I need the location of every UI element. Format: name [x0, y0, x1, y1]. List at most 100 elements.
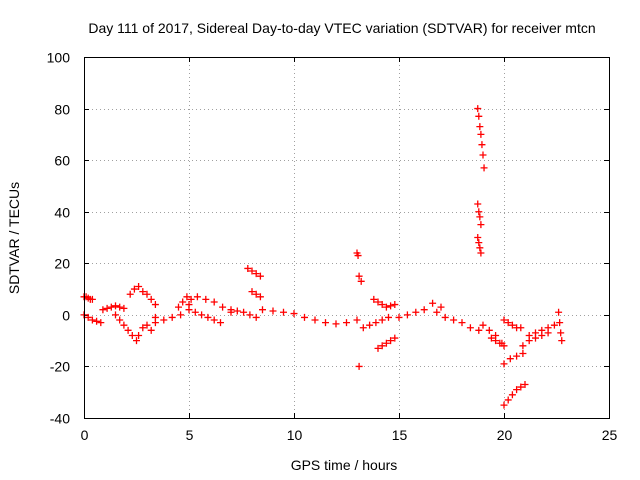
- data-point: [120, 321, 128, 329]
- x-tick-label: 5: [186, 427, 194, 443]
- data-point: [544, 324, 552, 332]
- data-point: [191, 308, 199, 316]
- data-point: [259, 306, 266, 314]
- data-point: [525, 331, 533, 339]
- data-point: [112, 302, 119, 310]
- data-point: [248, 288, 256, 296]
- data-point: [538, 326, 546, 334]
- series-arc-18: [359, 313, 392, 332]
- data-point: [332, 320, 340, 328]
- data-point: [492, 337, 500, 345]
- data-point: [479, 321, 487, 329]
- data-point: [357, 277, 365, 285]
- data-point: [99, 306, 107, 314]
- data-point: [143, 321, 151, 329]
- data-point: [116, 303, 124, 311]
- data-point: [185, 301, 193, 309]
- data-point: [500, 342, 508, 350]
- data-point: [244, 264, 252, 272]
- data-point: [135, 331, 143, 339]
- data-point: [84, 313, 92, 321]
- data-point: [474, 234, 482, 241]
- data-point: [519, 350, 527, 358]
- data-point: [477, 249, 485, 257]
- data-point: [193, 293, 201, 301]
- data-point: [124, 326, 132, 334]
- data-point: [475, 239, 483, 247]
- data-point: [437, 303, 445, 311]
- y-tick-label: 40: [54, 205, 70, 221]
- series-arc-11: [191, 308, 224, 327]
- plot-frame: [84, 57, 610, 419]
- data-point: [450, 316, 458, 324]
- data-point: [504, 396, 512, 404]
- data-point: [246, 311, 254, 319]
- series-arc-7: [143, 290, 159, 309]
- series-arc-20: [374, 334, 399, 352]
- series-arc-31: [519, 329, 552, 350]
- data-point: [508, 391, 516, 399]
- data-point: [112, 311, 119, 319]
- data-point: [480, 164, 488, 172]
- data-point: [519, 342, 527, 350]
- data-point: [359, 324, 367, 332]
- series-arc-23: [474, 105, 488, 172]
- series-arc-27: [487, 334, 508, 350]
- data-point: [374, 344, 382, 352]
- data-point: [558, 337, 566, 345]
- series-arc-12: [227, 307, 260, 321]
- data-point: [500, 316, 508, 324]
- series-arc-24: [474, 200, 485, 229]
- data-point: [147, 295, 155, 303]
- data-point: [139, 288, 147, 296]
- data-point: [219, 303, 227, 311]
- data-point: [476, 123, 484, 131]
- data-point: [500, 401, 508, 409]
- data-point: [133, 337, 140, 345]
- data-point: [517, 324, 525, 332]
- data-point: [391, 334, 399, 342]
- data-point: [532, 329, 539, 337]
- y-tick-label: -40: [50, 411, 70, 427]
- data-point: [210, 316, 218, 324]
- data-point: [252, 270, 260, 278]
- series-arc-29: [500, 350, 527, 368]
- data-point: [382, 303, 390, 311]
- data-point: [179, 298, 187, 306]
- data-point: [322, 319, 329, 327]
- data-point: [147, 326, 155, 334]
- data-point: [475, 208, 483, 216]
- data-point: [202, 295, 210, 303]
- data-point: [198, 311, 206, 319]
- data-point: [387, 337, 395, 345]
- data-point: [403, 311, 411, 319]
- data-point: [477, 221, 485, 229]
- data-point: [487, 334, 495, 342]
- data-point: [378, 316, 386, 324]
- data-point: [135, 282, 143, 290]
- series-arc-19: [370, 295, 399, 311]
- series-arc-21: [395, 299, 445, 321]
- series-arc-9: [175, 293, 195, 311]
- data-point: [500, 360, 508, 368]
- data-point: [97, 319, 105, 327]
- data-point: [475, 112, 483, 120]
- data-point: [143, 290, 151, 298]
- data-point: [120, 304, 128, 312]
- data-point: [513, 386, 521, 394]
- data-point: [168, 313, 176, 321]
- x-tick-label: 15: [392, 427, 408, 443]
- series-arc-2: [80, 311, 105, 327]
- data-point: [517, 383, 525, 391]
- data-point: [504, 319, 512, 327]
- data-point: [353, 316, 361, 324]
- data-point: [290, 310, 298, 318]
- data-point: [378, 301, 386, 309]
- data-point: [521, 380, 529, 388]
- data-point: [248, 267, 256, 275]
- data-point: [429, 299, 437, 307]
- data-point: [139, 324, 147, 332]
- data-point: [175, 303, 182, 311]
- data-point: [475, 326, 483, 334]
- data-point: [217, 319, 224, 327]
